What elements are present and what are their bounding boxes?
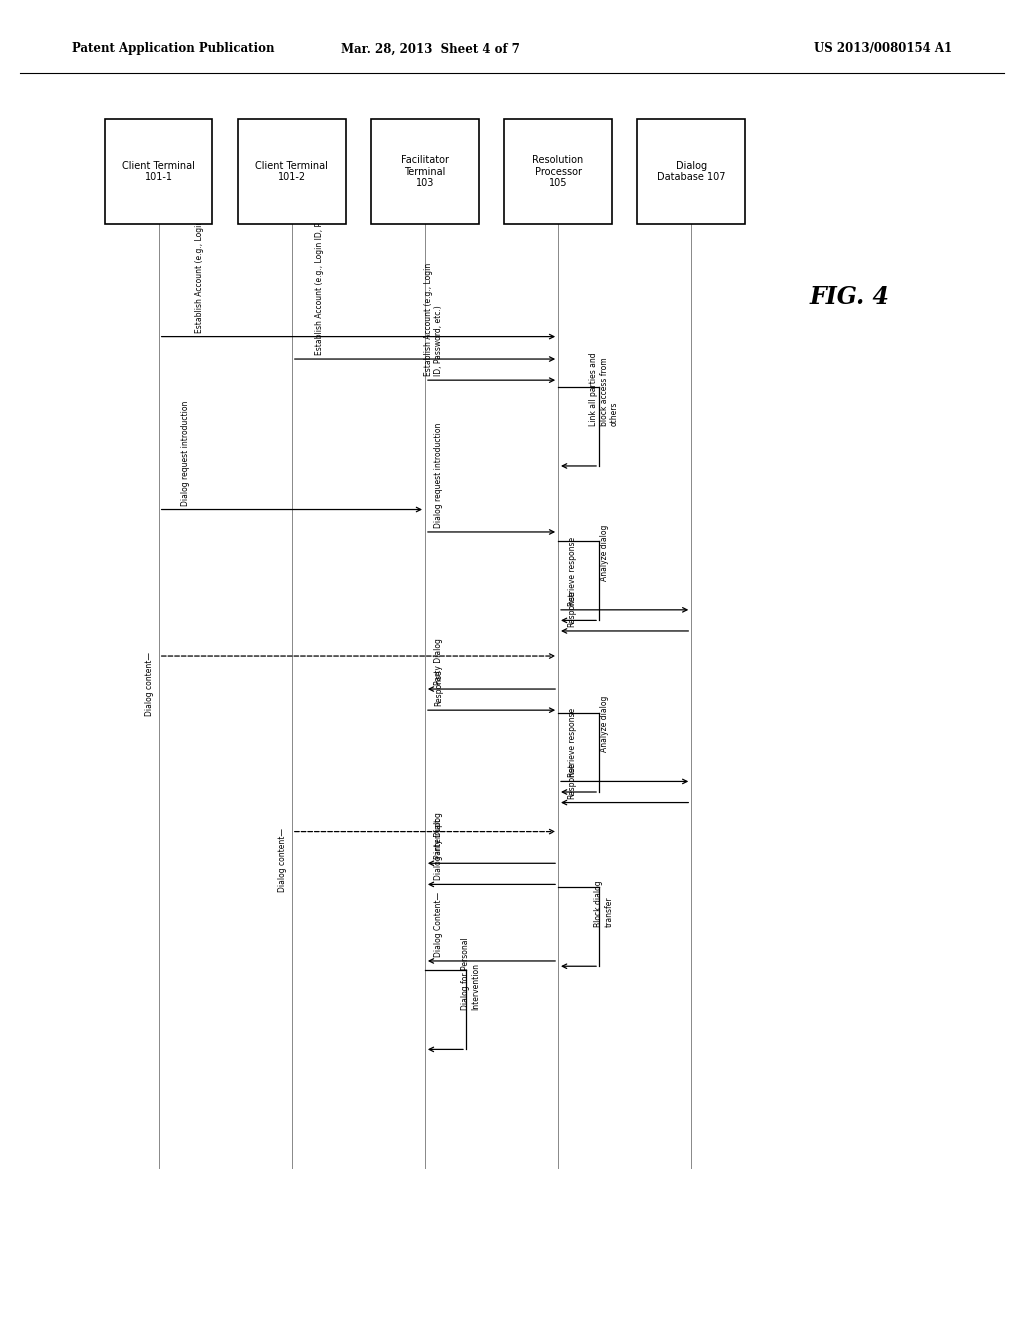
Text: FIG. 4: FIG. 4: [810, 285, 890, 309]
Bar: [371, 119, 478, 224]
Text: Party Dialog: Party Dialog: [434, 812, 443, 859]
Text: Party Dialog: Party Dialog: [434, 638, 443, 685]
Text: Dialog for Personal
Intervention: Dialog for Personal Intervention: [462, 937, 480, 1010]
Text: Dialog content—: Dialog content—: [144, 652, 154, 715]
Text: Dialog Content—: Dialog Content—: [434, 892, 443, 957]
Text: Analyze dialog: Analyze dialog: [600, 524, 608, 581]
Text: Response: Response: [434, 669, 443, 706]
Text: Dialog content—: Dialog content—: [278, 828, 287, 891]
Text: Retrieve response: Retrieve response: [567, 537, 577, 606]
Bar: [105, 119, 213, 224]
Text: Establish Account (e.g., Login
ID, Password, etc.): Establish Account (e.g., Login ID, Passw…: [424, 263, 443, 376]
Text: Mar. 28, 2013  Sheet 4 of 7: Mar. 28, 2013 Sheet 4 of 7: [341, 42, 519, 55]
Bar: [505, 119, 612, 224]
Text: Dialog
Database 107: Dialog Database 107: [657, 161, 725, 182]
Text: Facilitator
Terminal
103: Facilitator Terminal 103: [401, 154, 449, 189]
Bar: [238, 119, 345, 224]
Text: Link all parties and
block access from
others: Link all parties and block access from o…: [589, 352, 620, 426]
Text: US 2013/0080154 A1: US 2013/0080154 A1: [814, 42, 952, 55]
Text: Client Terminal
101-2: Client Terminal 101-2: [255, 161, 329, 182]
Text: Resolution
Processor
105: Resolution Processor 105: [532, 154, 584, 189]
Text: Block dialog
transfer: Block dialog transfer: [595, 880, 613, 927]
Text: Response: Response: [567, 590, 577, 627]
Text: Establish Account (e.g., Login ID, Password, etc.): Establish Account (e.g., Login ID, Passw…: [314, 169, 324, 355]
Text: Dialog request introduction: Dialog request introduction: [434, 422, 443, 528]
Text: Patent Application Publication: Patent Application Publication: [72, 42, 274, 55]
Text: Client Terminal
101-1: Client Terminal 101-1: [122, 161, 196, 182]
Text: Response: Response: [567, 762, 577, 799]
Bar: [637, 119, 745, 224]
Text: Retrieve response: Retrieve response: [567, 709, 577, 777]
Text: Establish Account (e.g., Login ID, Password, etc.): Establish Account (e.g., Login ID, Passw…: [195, 147, 204, 333]
Text: Dialog request introduction: Dialog request introduction: [181, 400, 190, 506]
Text: Analyze dialog: Analyze dialog: [600, 696, 608, 752]
Text: Dialog interrupt: Dialog interrupt: [434, 820, 443, 880]
